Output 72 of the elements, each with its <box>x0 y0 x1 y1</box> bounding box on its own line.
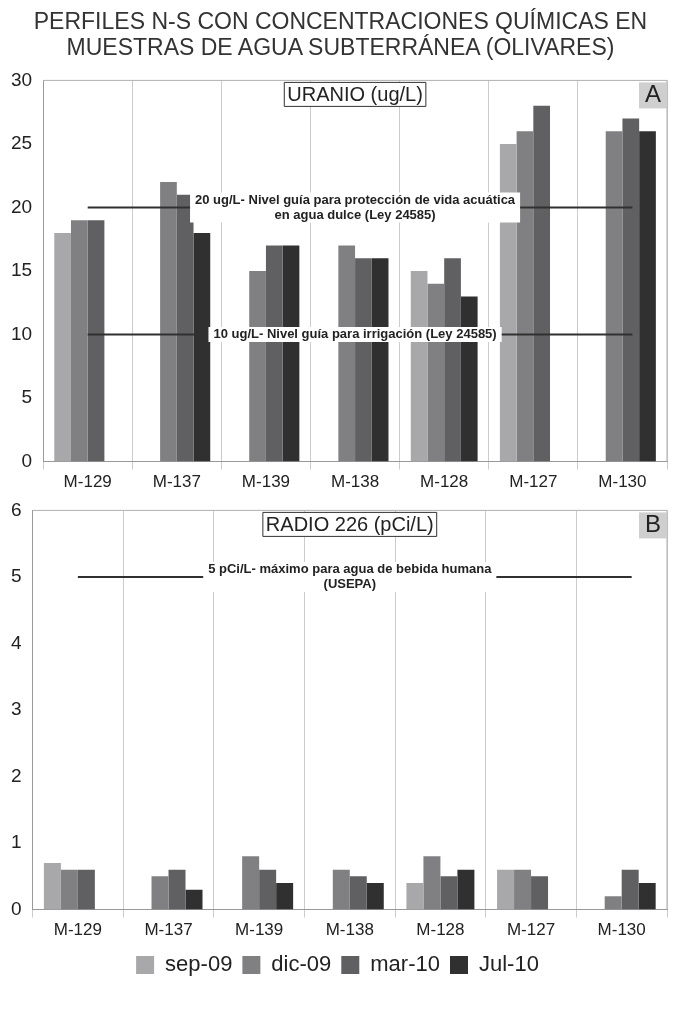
y-tick-label: 5 <box>21 386 33 408</box>
x-tick-label: M-130 <box>598 472 647 492</box>
y-tick-label: 0 <box>21 449 33 471</box>
ref-line-label: 20 ug/L- Nivel guía para protección de vida acuática en agua dulce (Ley 24585) <box>195 191 516 222</box>
bar <box>605 131 623 462</box>
y-tick-label: 15 <box>10 259 33 281</box>
x-tick-label: M-137 <box>144 920 193 940</box>
bar <box>531 876 549 910</box>
legend-label: sep-09 <box>165 951 233 977</box>
chart-subtitle: URANIO (ug/L) <box>287 82 423 105</box>
legend-label: Jul-10 <box>478 951 539 977</box>
y-tick-label: 6 <box>10 498 22 520</box>
bar <box>406 882 424 910</box>
x-tick-label: M-130 <box>597 920 646 940</box>
bar <box>77 869 95 910</box>
ref-line-label: 10 ug/L- Nivel guía para irrigación (Ley 24585) <box>213 326 497 342</box>
y-tick-label: 25 <box>10 132 33 154</box>
y-tick-label: 4 <box>10 631 22 653</box>
bar <box>185 889 203 910</box>
y-tick-label: 30 <box>10 68 33 90</box>
bar <box>332 869 350 910</box>
annotation: B <box>644 510 661 538</box>
x-tick-label: M-139 <box>241 472 291 492</box>
y-tick-label: 2 <box>10 764 22 786</box>
bar <box>242 856 260 910</box>
bar <box>160 182 177 462</box>
bar <box>516 131 534 462</box>
y-tick-label: 1 <box>10 831 22 853</box>
x-tick-label: M-128 <box>416 920 465 940</box>
bar <box>168 869 186 910</box>
y-tick-label: 0 <box>10 897 22 919</box>
x-tick-label: M-127 <box>506 920 556 940</box>
x-tick-label: M-129 <box>53 920 102 940</box>
x-tick-label: M-128 <box>420 472 469 492</box>
bar <box>497 869 515 910</box>
legend-label: mar-10 <box>370 951 440 977</box>
bar <box>457 869 475 910</box>
bar <box>43 863 61 910</box>
bar <box>638 882 656 910</box>
chart-title: PERFILES N-S CON CONCENTRACIONES QUÍMICAS EN MUESTRAS DE AGUA SUBTERRÁNEA (OLIVARES) <box>32 8 649 62</box>
bar <box>622 118 640 462</box>
bar <box>423 856 441 910</box>
bar <box>54 232 71 462</box>
bar <box>259 869 277 910</box>
bar <box>151 876 169 910</box>
bar <box>533 105 551 462</box>
bar <box>276 882 294 910</box>
bar <box>366 882 384 910</box>
bar <box>349 876 367 910</box>
x-tick-label: M-139 <box>235 920 284 940</box>
ref-line-label: 5 pCi/L- máximo para agua de bebida humana (USEPA) <box>208 561 493 592</box>
y-tick-label: 20 <box>10 195 33 217</box>
bar <box>604 896 622 910</box>
x-tick-label: M-137 <box>152 472 201 492</box>
bar <box>440 876 458 910</box>
x-tick-label: M-129 <box>63 472 112 492</box>
bar <box>87 220 105 462</box>
bar <box>70 220 88 462</box>
bar <box>639 131 656 462</box>
x-tick-label: M-138 <box>325 920 374 940</box>
annotation: A <box>644 80 661 108</box>
y-tick-label: 3 <box>10 698 22 720</box>
chart-subtitle: RADIO 226 (pCi/L) <box>265 512 434 535</box>
x-tick-label: M-138 <box>330 472 380 492</box>
bar <box>621 869 639 910</box>
bar <box>176 194 194 462</box>
bar <box>514 869 532 910</box>
legend-label: dic-09 <box>271 951 332 977</box>
y-tick-label: 5 <box>10 565 22 587</box>
bar <box>60 869 78 910</box>
x-tick-label: M-127 <box>509 472 558 492</box>
y-tick-label: 10 <box>10 322 33 344</box>
